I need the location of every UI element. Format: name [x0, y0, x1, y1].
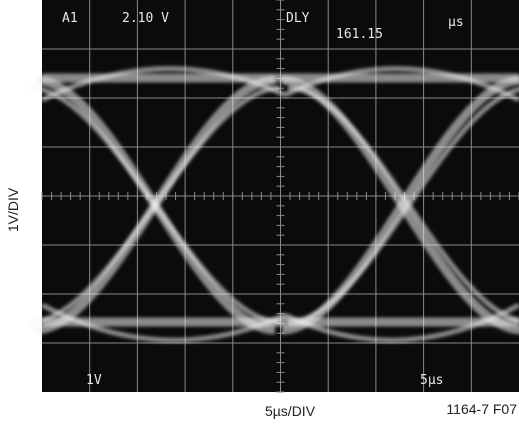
vertical-scale: 1V — [86, 373, 102, 388]
trace-rise — [29, 85, 281, 325]
delay-label: DLY — [286, 11, 310, 26]
channel: A1 — [62, 11, 78, 26]
delay-value: 161.15 — [336, 27, 383, 42]
figure-id: 1164-7 F07 — [446, 401, 517, 417]
x-axis-label: 5µs/DIV — [265, 403, 316, 419]
trace-arc — [40, 66, 287, 103]
y-axis-label: 1V/DIV — [5, 187, 21, 232]
eye-diagram — [29, 66, 519, 343]
trace-arc — [283, 302, 519, 343]
horizontal-scale: 5µs — [420, 373, 443, 388]
graticule — [41, 0, 519, 393]
trace-rise — [281, 75, 519, 335]
delay-unit: µs — [448, 15, 464, 30]
trace-arc — [283, 66, 519, 103]
trace-arc — [40, 302, 287, 343]
trace-rise — [287, 86, 519, 325]
voltage: 2.10 V — [122, 11, 169, 26]
